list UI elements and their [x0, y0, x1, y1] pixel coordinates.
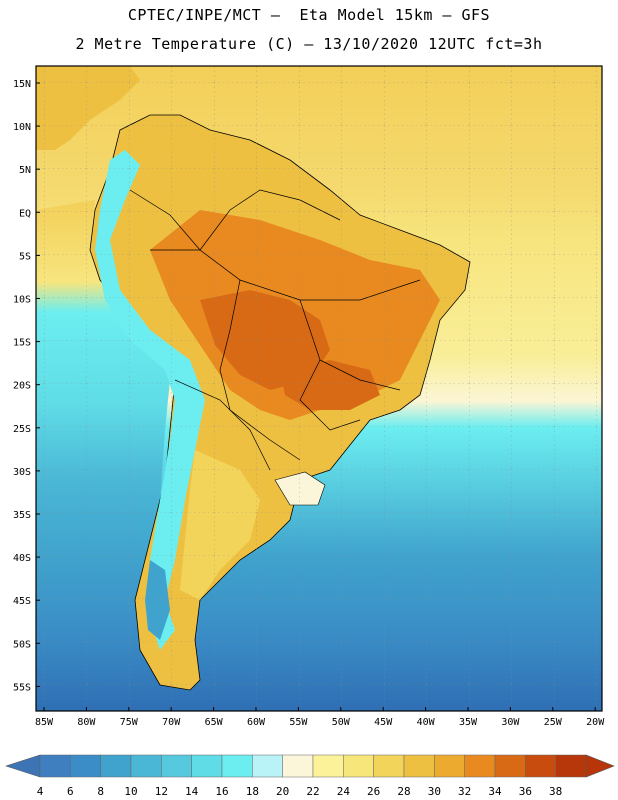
colorbar-segment [373, 754, 405, 778]
map-title-line2: 2 Metre Temperature (C) – 13/10/2020 12U… [75, 35, 543, 53]
lon-label-25w: 25W [544, 717, 563, 728]
lon-label-35w: 35W [459, 717, 478, 728]
colorbar-segment [191, 754, 223, 778]
colorbar-label: 34 [488, 785, 502, 798]
map-frame [35, 65, 603, 712]
lat-label-45s: 45S [13, 596, 31, 607]
lon-label-55w: 55W [289, 717, 308, 728]
colorbar-label: 12 [155, 785, 168, 798]
colorbar-label: 30 [428, 785, 441, 798]
lon-label-30w: 30W [501, 717, 520, 728]
colorbar-under-arrow [5, 754, 41, 778]
lat-label-55s: 55S [13, 682, 31, 693]
lon-label-45w: 45W [374, 717, 393, 728]
lon-label-70w: 70W [162, 717, 181, 728]
colorbar-segment [343, 754, 374, 778]
lat-label-10n: 10N [13, 122, 31, 133]
colorbar-segment [555, 754, 587, 778]
colorbar-segment [434, 754, 465, 778]
colorbar-segment [312, 754, 344, 778]
lon-label-85w: 85W [35, 717, 54, 728]
colorbar-segment [252, 754, 283, 778]
colorbar-label: 38 [549, 785, 562, 798]
map-title-line1: CPTEC/INPE/MCT – Eta Model 15km – GFS [127, 6, 491, 24]
colorbar-label: 28 [397, 785, 410, 798]
colorbar-label: 6 [67, 785, 74, 798]
lat-lon-grid [36, 66, 602, 711]
colorbar-over-arrow [585, 754, 615, 778]
colorbar-label: 20 [276, 785, 289, 798]
colorbar-label: 18 [246, 785, 259, 798]
colorbar-segment [494, 754, 526, 778]
lat-label-eq: EQ [19, 208, 31, 219]
lon-label-20w: 20W [586, 717, 605, 728]
lat-label-40s: 40S [13, 553, 31, 564]
lon-label-40w: 40W [417, 717, 436, 728]
colorbar: 4 6 8 10 12 14 16 18 20 22 24 26 28 30 32 34 36 38 [5, 754, 615, 798]
lat-label-15s: 15S [13, 338, 31, 349]
colorbar-label: 16 [215, 785, 228, 798]
colorbar-segment [403, 754, 435, 778]
colorbar-segment [100, 754, 132, 778]
lat-label-20s: 20S [13, 381, 31, 392]
latitude-labels: 15N 10N 5N EQ 5S 10S 15S 20S 25S 30S 35S 40S 45S 50S 5… [13, 79, 40, 693]
colorbar-segment [130, 754, 162, 778]
lat-label-50s: 50S [13, 639, 31, 650]
colorbar-segment [39, 754, 71, 778]
lon-label-75w: 75W [120, 717, 139, 728]
colorbar-label: 10 [124, 785, 137, 798]
lon-label-65w: 65W [205, 717, 224, 728]
colorbar-segment [70, 754, 101, 778]
colorbar-label: 22 [306, 785, 319, 798]
colorbar-segment [525, 754, 556, 778]
colorbar-segment [161, 754, 192, 778]
colorbar-segment [221, 754, 253, 778]
lat-label-30s: 30S [13, 467, 31, 478]
lat-label-5n: 5N [19, 165, 31, 176]
lon-label-50w: 50W [332, 717, 351, 728]
colorbar-label: 4 [37, 785, 44, 798]
lat-label-10s: 10S [13, 295, 31, 306]
colorbar-segment [282, 754, 314, 778]
colorbar-label: 26 [367, 785, 380, 798]
lon-label-80w: 80W [77, 717, 96, 728]
colorbar-label: 14 [185, 785, 199, 798]
colorbar-label: 24 [337, 785, 351, 798]
colorbar-label: 8 [97, 785, 104, 798]
longitude-labels: 85W 80W 75W 70W 65W 60W 55W 50W 45W 40W 35W 30W 25W 2… [35, 707, 605, 728]
lat-label-5s: 5S [19, 251, 31, 262]
lat-label-25s: 25S [13, 424, 31, 435]
colorbar-label: 32 [458, 785, 471, 798]
colorbar-segment [464, 754, 496, 778]
lon-label-60w: 60W [247, 717, 266, 728]
lat-label-35s: 35S [13, 510, 31, 521]
lat-label-15n: 15N [13, 79, 31, 90]
colorbar-label: 36 [519, 785, 532, 798]
